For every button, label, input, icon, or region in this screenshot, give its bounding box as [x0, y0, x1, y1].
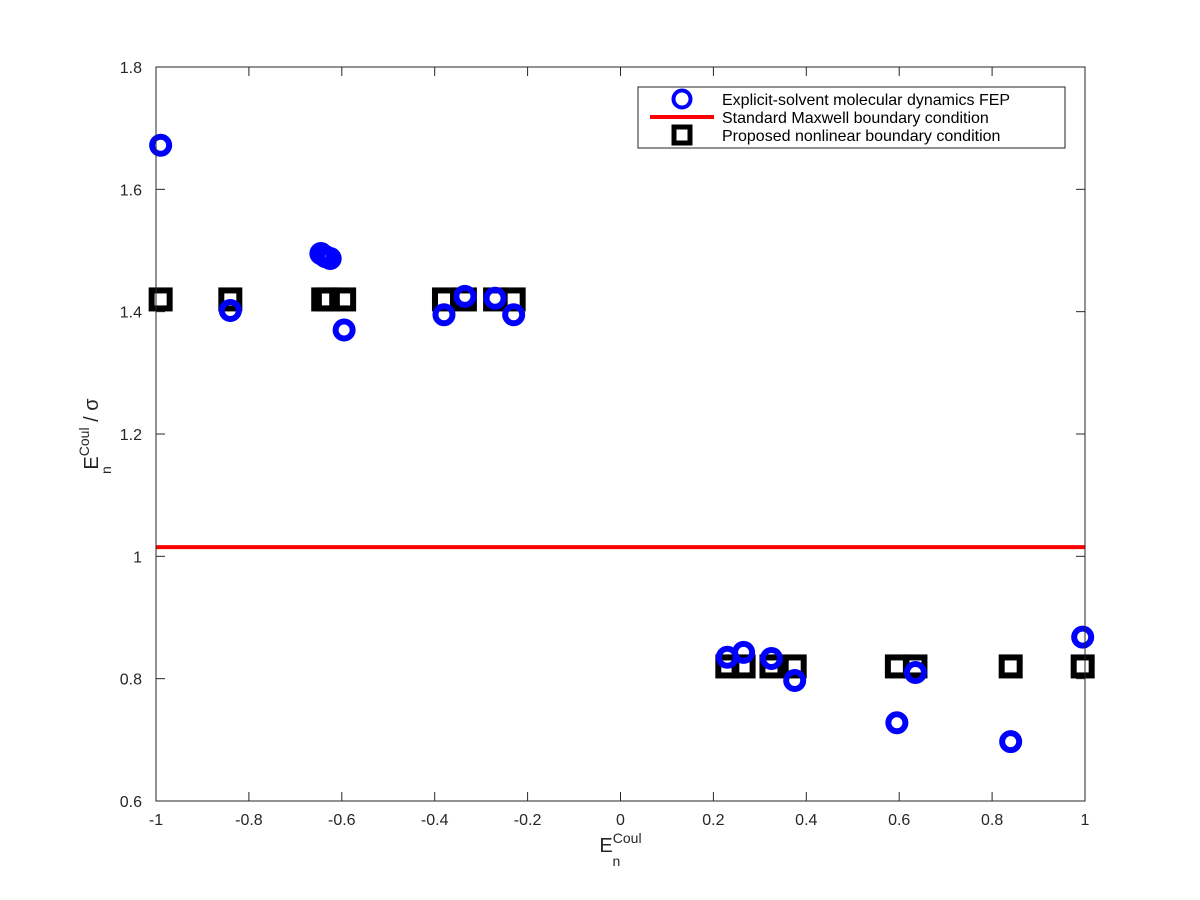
nonlinear-point — [1070, 654, 1095, 679]
nonlinear-point — [782, 654, 807, 679]
y-tick-label: 1.2 — [120, 427, 142, 444]
legend-entry-label: Standard Maxwell boundary condition — [722, 110, 989, 127]
plot-background — [156, 67, 1085, 801]
x-tick-label: 0.4 — [795, 812, 817, 829]
fep-point — [999, 730, 1023, 754]
nonlinear-point — [332, 287, 357, 312]
axis-labels: ECoul n ECoul / σ n — [76, 398, 642, 869]
fep-point — [218, 298, 242, 322]
x-tick-label: 0 — [616, 812, 625, 829]
legend: Explicit-solvent molecular dynamics FEPS… — [637, 86, 1066, 149]
x-axis-label-sup: Coul — [613, 830, 642, 846]
x-axis-label-main: E — [599, 835, 612, 857]
nonlinear-point — [998, 654, 1023, 679]
y-tick-label: 1.6 — [120, 182, 142, 199]
plot-area — [148, 67, 1095, 801]
y-axis-label-main: E — [81, 456, 103, 469]
fep-point — [783, 669, 807, 693]
fep-point — [502, 303, 526, 327]
x-tick-label: -0.2 — [514, 812, 542, 829]
x-tick-label: -0.4 — [421, 812, 449, 829]
ticks: -1 -0.8 -0.6 -0.4 -0.2 0 0.2 0.4 0.6 0.8 1 0.6 0.8 1 1… — [120, 60, 1090, 829]
fep-point — [318, 246, 342, 270]
nonlinear-point — [148, 287, 173, 312]
legend-entry-label: Proposed nonlinear boundary condition — [722, 128, 1000, 145]
y-tick-label: 1 — [133, 549, 142, 566]
legend-marker-circle — [671, 88, 693, 110]
y-tick-label: 0.8 — [120, 672, 142, 689]
x-tick-label: -0.8 — [235, 812, 263, 829]
fep-point — [483, 286, 507, 310]
x-tick-label: -0.6 — [328, 812, 356, 829]
x-tick-label: 0.2 — [702, 812, 724, 829]
y-tick-label: 0.6 — [120, 794, 142, 811]
nonlinear-point — [759, 654, 784, 679]
legend-entry-label: Explicit-solvent molecular dynamics FEP — [722, 92, 1010, 109]
x-axis-label-sub: n — [613, 853, 621, 869]
fep-point — [759, 646, 783, 670]
fep-point — [885, 711, 909, 735]
nonlinear-point — [731, 654, 756, 679]
x-axis-label: ECoul — [599, 830, 641, 857]
legend-marker-square — [671, 124, 693, 146]
y-axis-label-sub: n — [98, 466, 114, 474]
fep-point — [332, 318, 356, 342]
y-axis-label-text: ECoul / σ — [76, 398, 103, 470]
y-axis-label-suffix: / σ — [81, 398, 103, 428]
y-tick-label: 1.4 — [120, 305, 142, 322]
fep-point — [1071, 625, 1095, 649]
x-tick-label: 1 — [1081, 812, 1090, 829]
nonlinear-point — [218, 287, 243, 312]
fep-point — [453, 284, 477, 308]
x-tick-label: 0.6 — [888, 812, 910, 829]
fep-point — [432, 303, 456, 327]
y-axis-label-sup: Coul — [76, 427, 92, 456]
y-tick-label: 1.8 — [120, 60, 142, 77]
fep-point — [903, 661, 927, 685]
x-tick-label: 0.8 — [981, 812, 1003, 829]
y-axis-label: ECoul / σ n — [76, 398, 114, 474]
series-circle — [149, 133, 1095, 754]
fep-point — [732, 640, 756, 664]
fep-point — [149, 133, 173, 157]
x-tick-label: -1 — [149, 812, 163, 829]
